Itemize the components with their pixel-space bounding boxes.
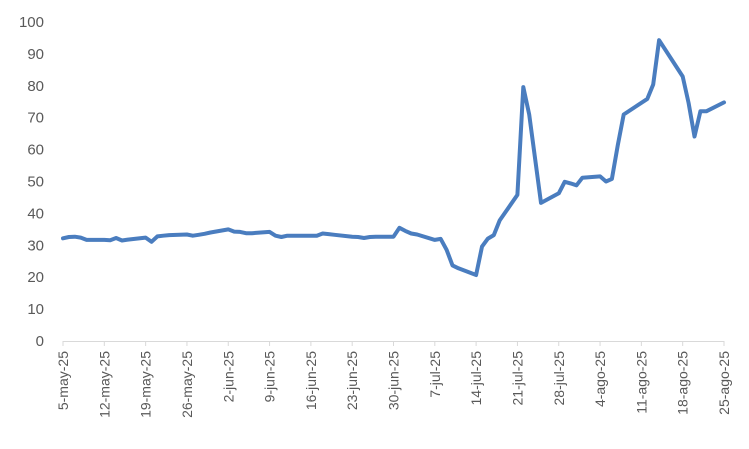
y-axis: 0 10 20 30 40 50 60 70 80 90 100 — [19, 14, 44, 350]
x-tick-label: 14-jul-25 — [468, 351, 484, 406]
x-tick-label: 30-jun-25 — [386, 351, 402, 410]
y-tick-label: 30 — [27, 237, 44, 254]
x-tick-label: 7-jul-25 — [427, 351, 443, 398]
y-tick-label: 50 — [27, 174, 44, 191]
y-tick-label: 40 — [27, 205, 44, 222]
x-tick-label: 5-may-25 — [55, 351, 71, 410]
x-tick-label: 2-jun-25 — [220, 351, 236, 403]
x-tick-label: 11-ago-25 — [633, 351, 649, 414]
x-tick-label: 9-jun-25 — [262, 351, 278, 403]
y-tick-label: 10 — [27, 301, 44, 318]
y-tick-label: 70 — [27, 110, 44, 127]
x-tick-label: 26-may-25 — [179, 351, 195, 418]
series-line-0 — [61, 38, 726, 277]
y-tick-label: 100 — [19, 14, 44, 31]
y-tick-label: 20 — [27, 269, 44, 286]
x-tick-label: 4-ago-25 — [592, 351, 608, 407]
x-axis: 5-may-25 12-may-25 19-may-25 26-may-25 2-jun… — [55, 341, 732, 418]
x-tick-label: 28-jul-25 — [551, 351, 567, 406]
y-tick-label: 60 — [27, 142, 44, 159]
series-layer — [61, 38, 726, 277]
x-tick-label: 16-jun-25 — [303, 351, 319, 410]
y-tick-label: 90 — [27, 46, 44, 63]
y-tick-label: 80 — [27, 78, 44, 95]
x-tick-label: 23-jun-25 — [344, 351, 360, 410]
x-tick-label: 25-ago-25 — [716, 351, 732, 415]
x-tick-label: 12-may-25 — [96, 351, 112, 418]
y-tick-label: 0 — [36, 333, 44, 350]
x-tick-label: 18-ago-25 — [675, 351, 691, 415]
x-tick-label: 21-jul-25 — [509, 351, 525, 406]
x-tick-label: 19-may-25 — [138, 351, 154, 418]
